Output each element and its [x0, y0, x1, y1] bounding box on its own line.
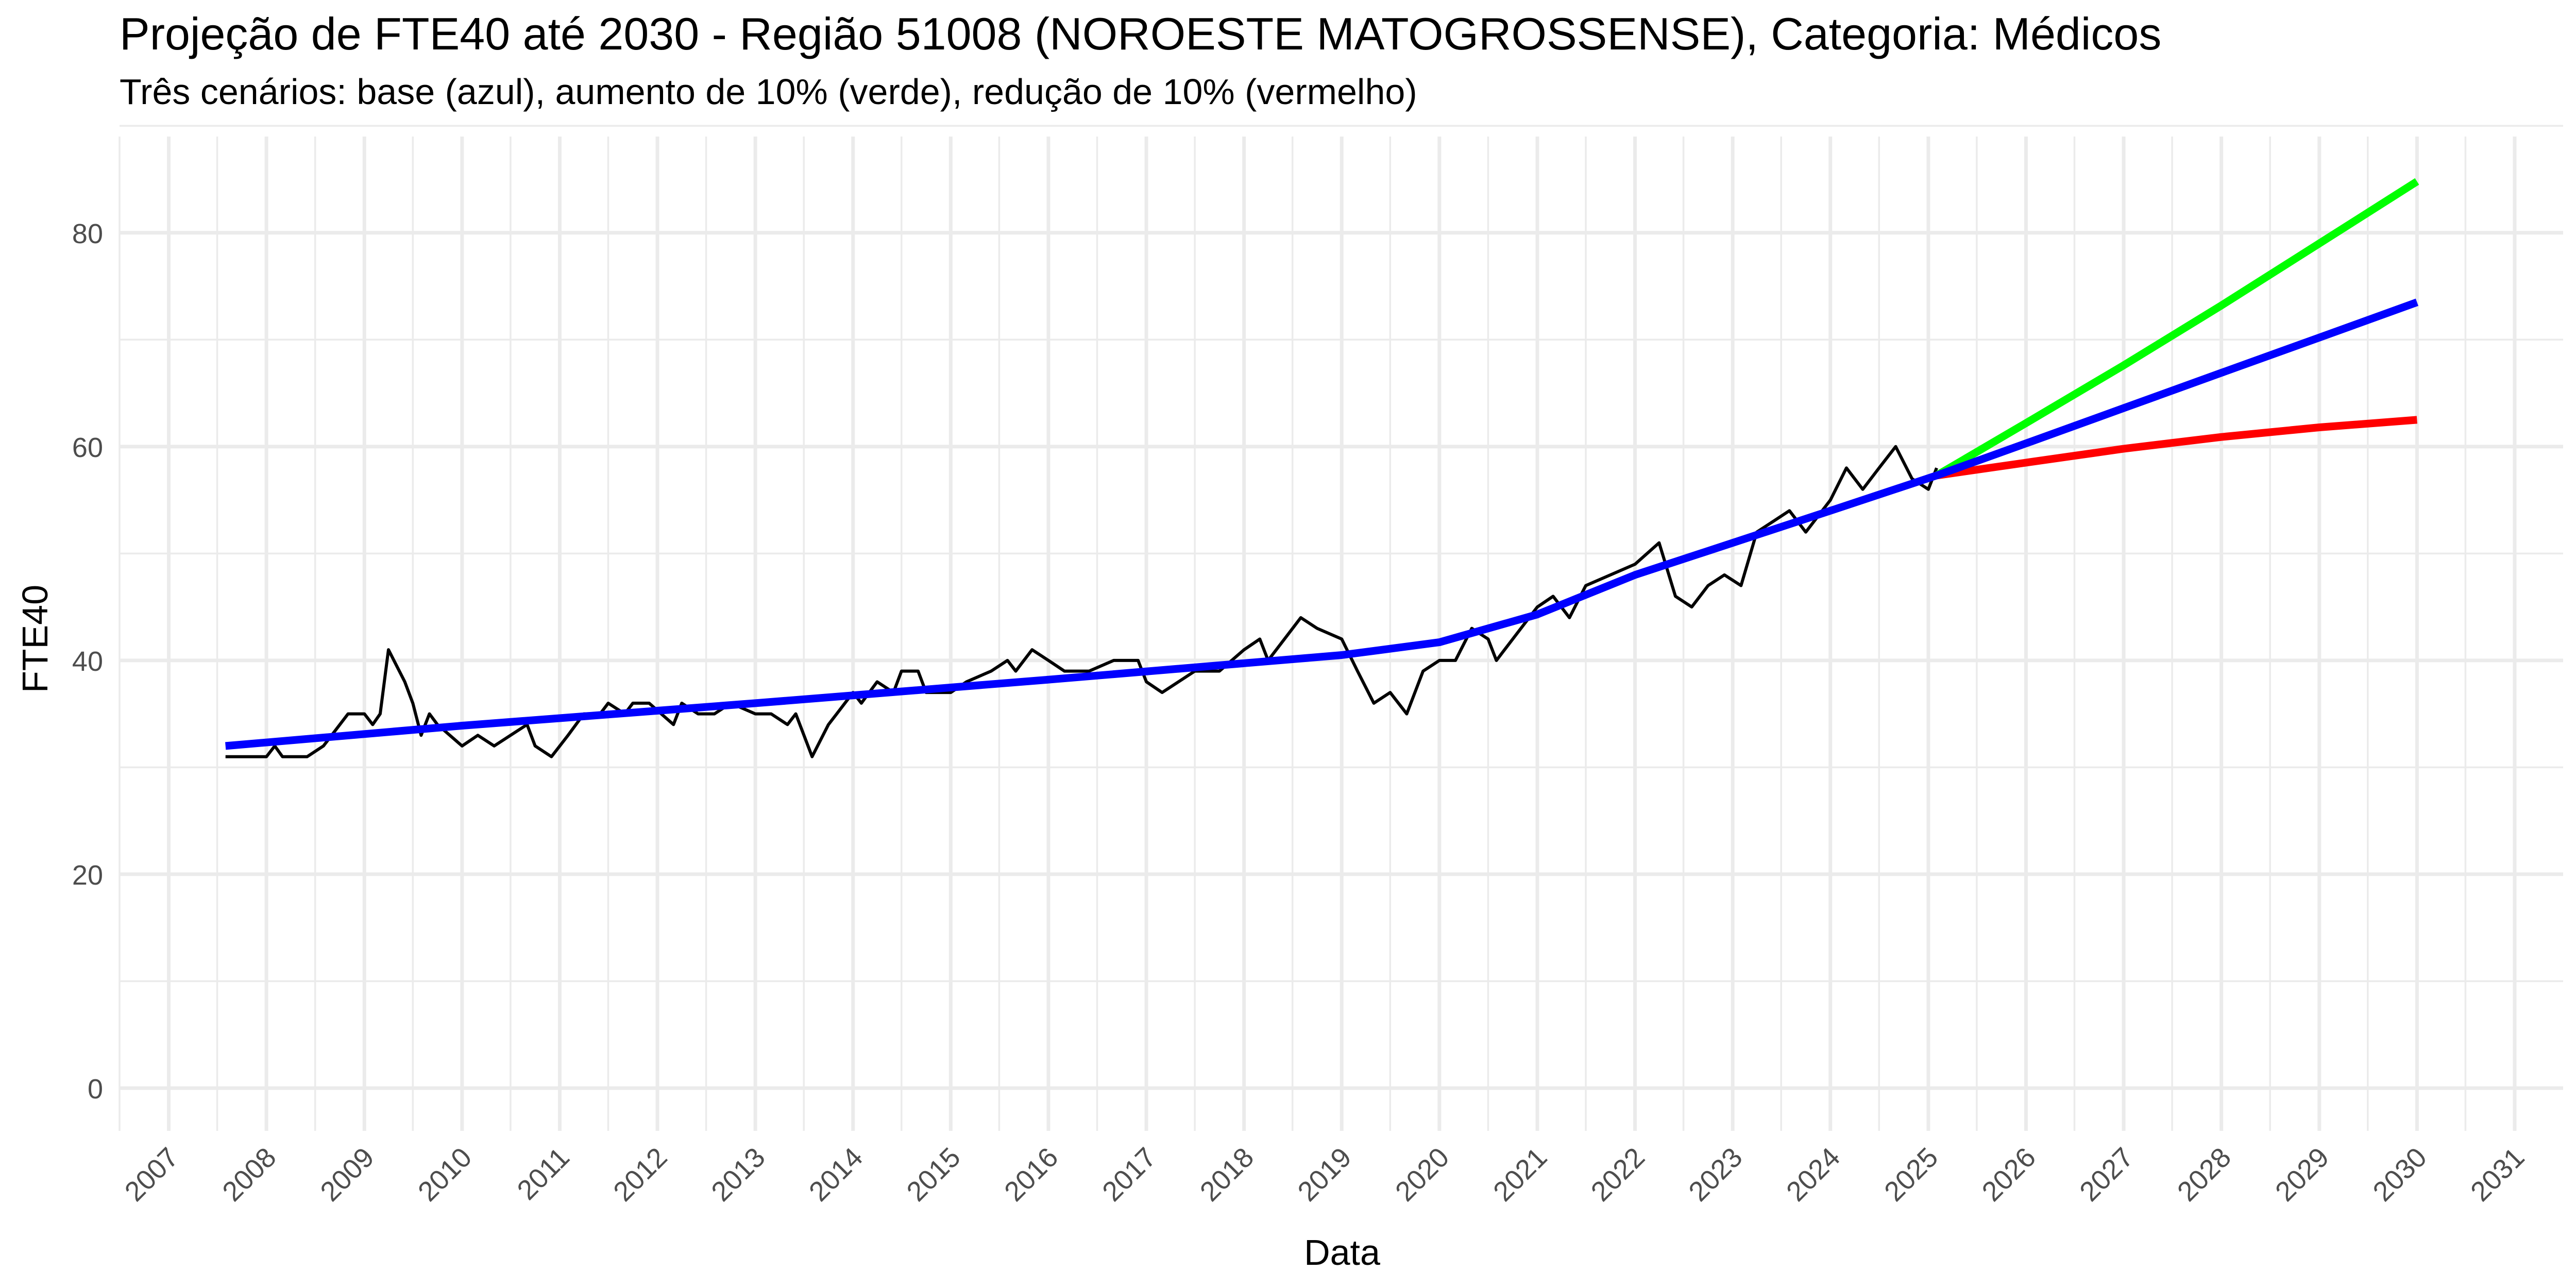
- x-tick-label: 2025: [1878, 1142, 1944, 1207]
- x-tick-label: 2028: [2172, 1142, 2237, 1207]
- y-axis-title: FTE40: [15, 585, 55, 693]
- x-tick-label: 2030: [2367, 1142, 2432, 1207]
- x-tick-label: 2022: [1585, 1142, 1651, 1207]
- x-tick-label: 2018: [1194, 1142, 1260, 1207]
- x-axis-ticks: 2007 2008 2009 2010 2011 2012 2013 2014 2015 2016…: [119, 1142, 2531, 1207]
- x-tick-label: 2012: [607, 1142, 673, 1207]
- x-tick-label: 2013: [705, 1142, 771, 1207]
- x-tick-label: 2031: [2465, 1142, 2530, 1207]
- series-line-reducao: [1936, 416, 2417, 480]
- y-tick-label: 0: [88, 1074, 103, 1105]
- x-tick-label: 2021: [1487, 1142, 1553, 1207]
- x-tick-label: 2019: [1292, 1142, 1357, 1207]
- x-axis-title: Data: [1304, 1232, 1380, 1273]
- y-axis-ticks: 0 20 40 60 80: [72, 218, 103, 1105]
- x-tick-label: 2027: [2074, 1142, 2139, 1207]
- y-tick-label: 80: [72, 218, 103, 249]
- series-layer: [225, 178, 2419, 758]
- x-tick-label: 2024: [1781, 1142, 1846, 1207]
- x-tick-label: 2029: [2269, 1142, 2335, 1207]
- series-line-observed: [225, 445, 1938, 758]
- y-tick-label: 40: [72, 646, 103, 677]
- x-tick-label: 2008: [216, 1142, 282, 1207]
- x-tick-label: 2017: [1096, 1142, 1162, 1207]
- x-tick-label: 2010: [412, 1142, 478, 1207]
- y-tick-label: 20: [72, 860, 103, 891]
- x-tick-label: 2020: [1389, 1142, 1455, 1207]
- y-tick-label: 60: [72, 432, 103, 463]
- x-tick-label: 2016: [998, 1142, 1064, 1207]
- x-tick-label: 2007: [119, 1142, 184, 1207]
- major-grid: [120, 137, 2563, 1131]
- x-tick-label: 2015: [901, 1142, 966, 1207]
- x-tick-label: 2014: [803, 1142, 869, 1207]
- series-line-base: [225, 298, 2418, 750]
- x-tick-label: 2026: [1976, 1142, 2042, 1207]
- chart-subtitle: Três cenários: base (azul), aumento de 1…: [120, 72, 1417, 112]
- series-line-aumento: [1935, 178, 2419, 479]
- chart-title: Projeção de FTE40 até 2030 - Região 5100…: [120, 8, 2162, 59]
- minor-grid: [118, 125, 2563, 1131]
- x-tick-label: 2011: [511, 1142, 575, 1206]
- x-tick-label: 2009: [314, 1142, 380, 1207]
- x-tick-label: 2023: [1683, 1142, 1748, 1207]
